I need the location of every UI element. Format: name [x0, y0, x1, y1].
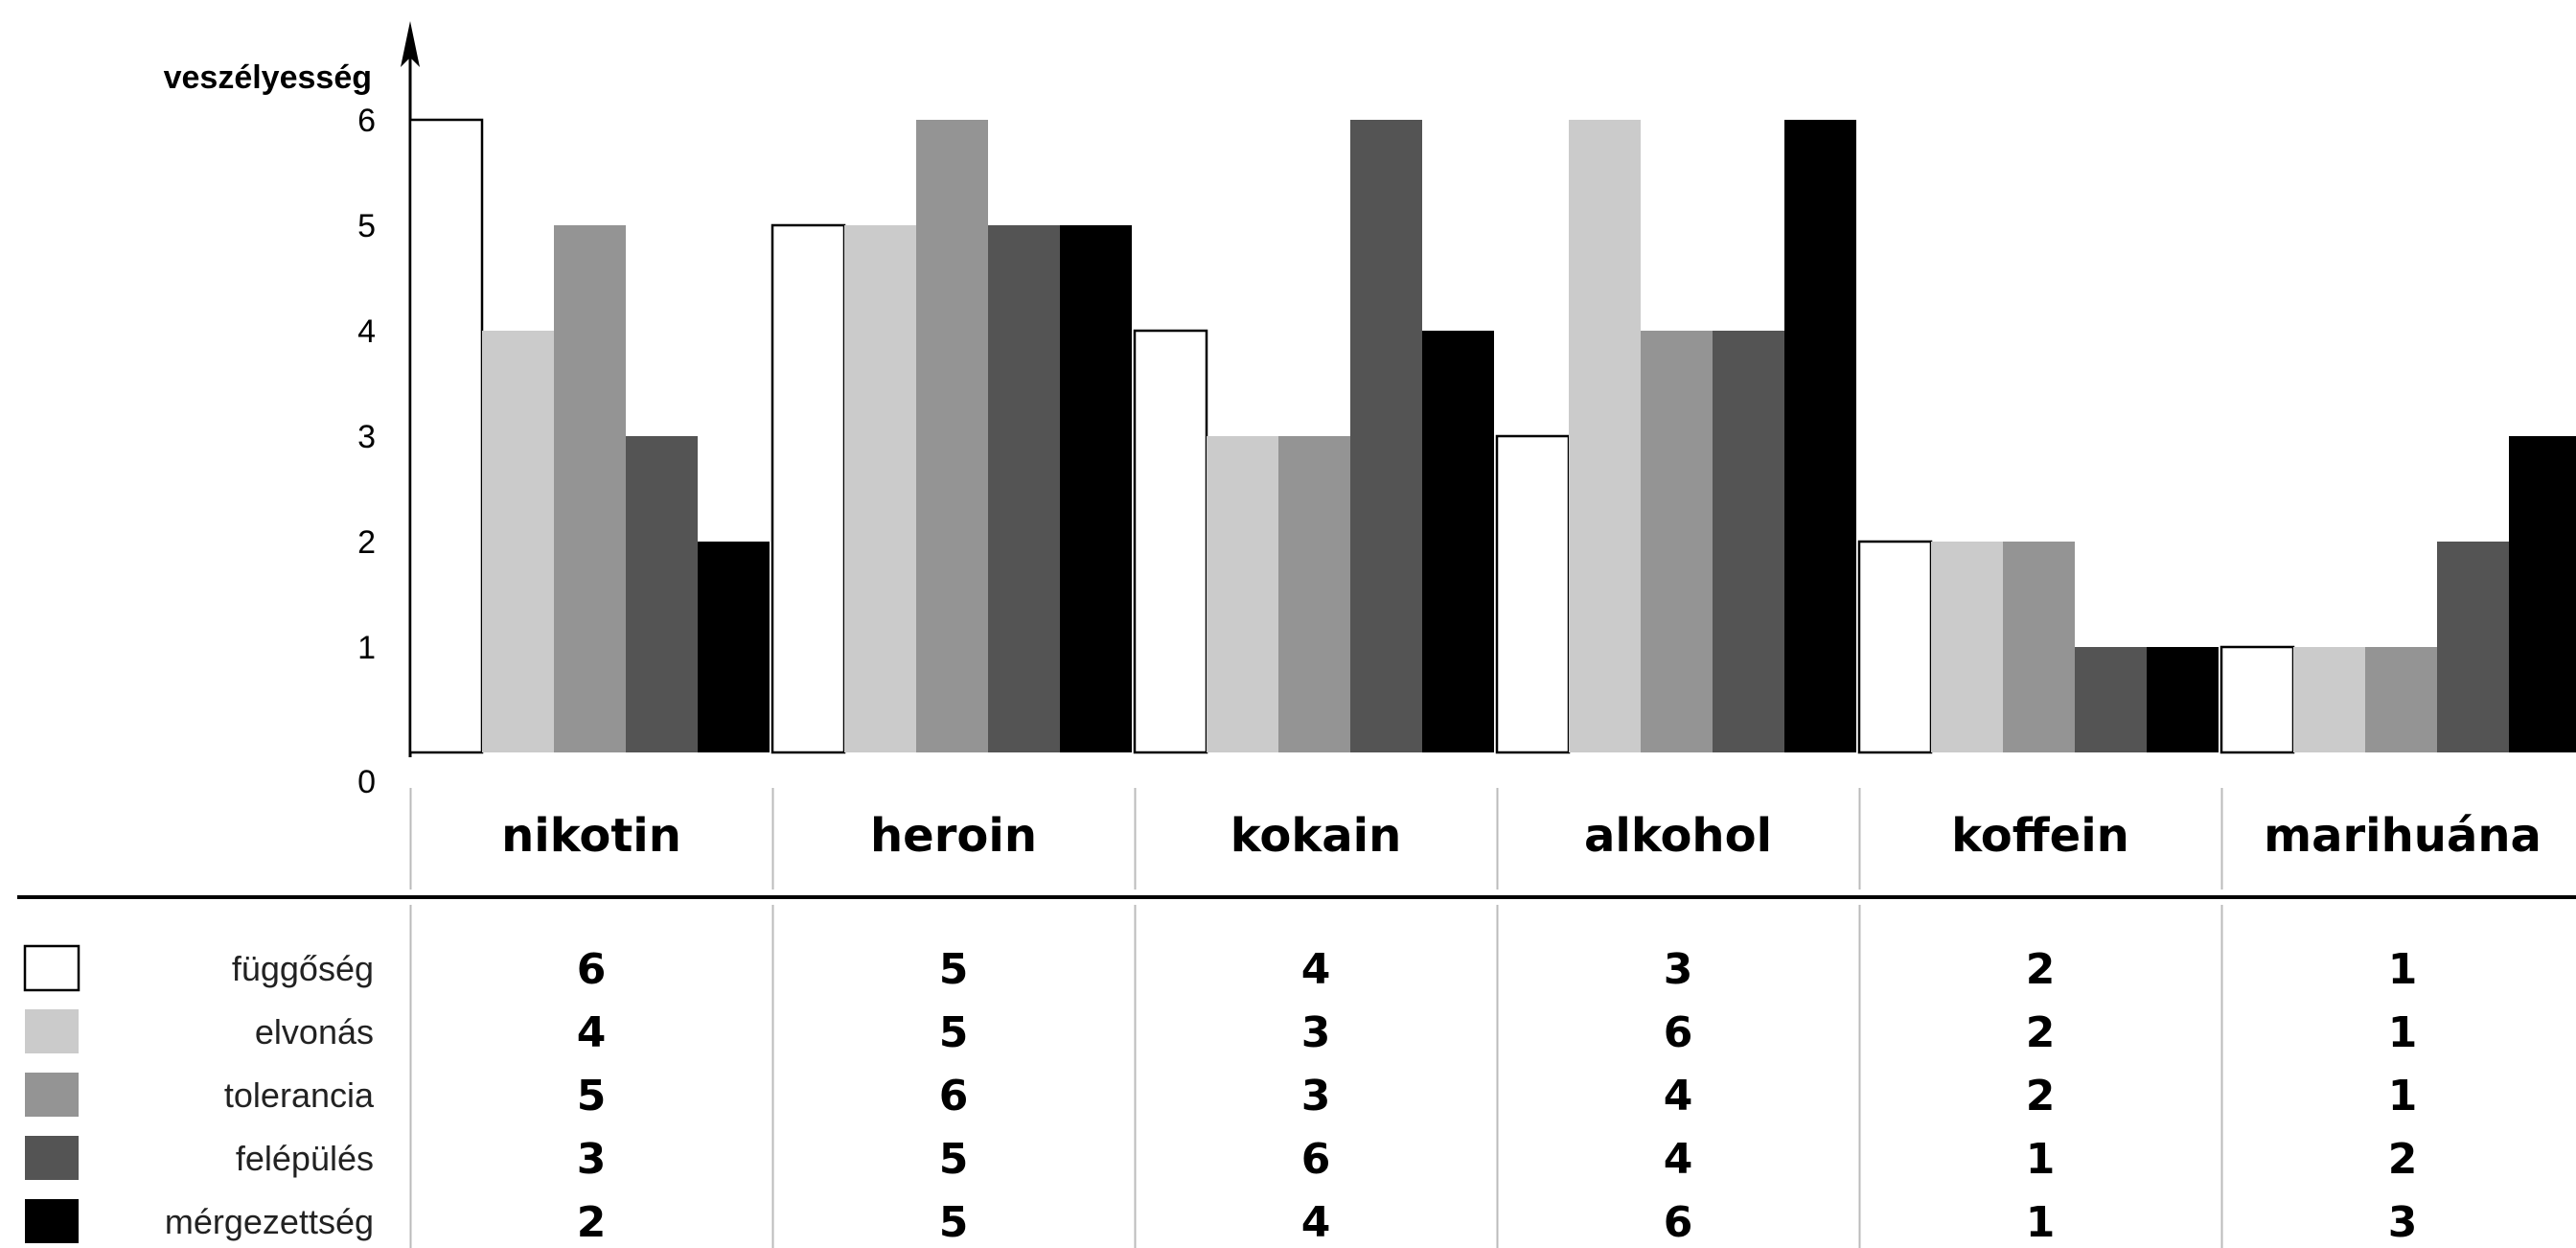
value-cell: 3 [1301, 1008, 1331, 1057]
y-tick-label: 3 [357, 419, 376, 455]
bar-nikotin-tolerancia [554, 225, 626, 752]
legend-label: felépülés [236, 1139, 374, 1178]
bar-marihuána-elvonás [2293, 647, 2365, 752]
value-cell: 5 [577, 1072, 607, 1121]
value-cell: 6 [1664, 1198, 1693, 1247]
y-axis-label: veszélyesség [164, 59, 372, 96]
bar-marihuána-függőség [2220, 645, 2295, 754]
value-cell: 3 [1301, 1072, 1331, 1121]
legend-swatch [25, 1009, 79, 1053]
value-cell: 2 [2026, 1008, 2056, 1057]
bar-koffein-elvonás [1931, 542, 2003, 752]
y-tick-label: 1 [357, 630, 376, 666]
value-cell: 2 [2026, 945, 2056, 994]
bar-alkohol-mérgezettség [1784, 120, 1856, 752]
legend-label: elvonás [255, 1012, 374, 1052]
value-cell: 4 [1301, 945, 1331, 994]
bar-alkohol-függőség [1495, 434, 1571, 754]
bar-alkohol-felépülés [1713, 331, 1784, 752]
value-cell: 2 [2388, 1135, 2418, 1184]
y-tick-label: 2 [357, 524, 376, 561]
value-cell: 6 [939, 1072, 969, 1121]
value-cell: 4 [1664, 1135, 1693, 1184]
category-label: koffein [1951, 809, 2129, 863]
category-label: kokain [1230, 809, 1402, 863]
bar-nikotin-mérgezettség [698, 542, 770, 752]
bar-kokain-tolerancia [1278, 436, 1350, 752]
value-cell: 2 [577, 1198, 607, 1247]
bar-koffein-mérgezettség [2147, 647, 2219, 752]
legend-swatch [25, 1136, 79, 1180]
bar-nikotin-elvonás [482, 331, 554, 752]
value-cell: 1 [2026, 1198, 2056, 1247]
legend-label: függőség [232, 949, 374, 988]
value-cell: 5 [939, 945, 969, 994]
bar-heroin-elvonás [844, 225, 916, 752]
y-ticks: 0 1 2 3 4 5 6 [357, 103, 376, 800]
category-labels: nikotin heroin kokain alkohol koffein marihuá… [501, 809, 2542, 863]
legend-swatch [25, 1199, 79, 1243]
y-tick-label: 6 [357, 103, 376, 139]
legend-label: mérgezettség [165, 1202, 374, 1241]
legend: függőség elvonás tolerancia felépülés mérgez… [23, 944, 375, 1243]
value-cell: 4 [1301, 1198, 1331, 1247]
bar-heroin-felépülés [988, 225, 1060, 752]
bar-kokain-függőség [1133, 329, 1208, 754]
value-cell: 4 [577, 1008, 607, 1057]
bar-heroin-függőség [770, 223, 846, 754]
y-tick-label: 4 [357, 313, 376, 350]
value-cell: 4 [1664, 1072, 1693, 1121]
value-cell: 5 [939, 1198, 969, 1247]
bar-marihuána-tolerancia [2365, 647, 2437, 752]
value-cell: 3 [1664, 945, 1693, 994]
axes: veszélyesség [164, 21, 420, 757]
y-tick-label: 5 [357, 208, 376, 244]
legend-swatch [25, 1073, 79, 1117]
category-label: marihuána [2264, 809, 2542, 863]
bar-kokain-mérgezettség [1422, 331, 1494, 752]
bar-alkohol-tolerancia [1641, 331, 1713, 752]
value-cell: 6 [577, 945, 607, 994]
bar-koffein-felépülés [2075, 647, 2147, 752]
bar-nikotin-felépülés [626, 436, 698, 752]
value-cell: 6 [1664, 1008, 1693, 1057]
bar-marihuána-felépülés [2437, 542, 2509, 752]
category-label: heroin [870, 809, 1037, 863]
value-cell: 1 [2388, 945, 2418, 994]
legend-label: tolerancia [224, 1075, 375, 1115]
value-cell: 1 [2026, 1135, 2056, 1184]
value-cell: 2 [2026, 1072, 2056, 1121]
bar-koffein-függőség [1857, 540, 1933, 754]
bars [408, 118, 2576, 754]
value-cell: 6 [1301, 1135, 1331, 1184]
category-label: alkohol [1584, 809, 1772, 863]
value-cell: 5 [939, 1008, 969, 1057]
bar-heroin-tolerancia [916, 120, 988, 752]
bar-kokain-elvonás [1207, 436, 1278, 752]
y-tick-label: 0 [357, 764, 376, 800]
y-axis-arrow-icon [401, 21, 420, 67]
bar-nikotin-függőség [408, 118, 484, 754]
value-cell: 1 [2388, 1008, 2418, 1057]
value-cell: 5 [939, 1135, 969, 1184]
bar-alkohol-elvonás [1569, 120, 1641, 752]
column-separators [409, 788, 2223, 1248]
bar-heroin-mérgezettség [1060, 225, 1132, 752]
legend-swatch [23, 944, 80, 992]
bar-kokain-felépülés [1350, 120, 1422, 752]
category-label: nikotin [501, 809, 681, 863]
value-cell: 1 [2388, 1072, 2418, 1121]
bar-marihuána-mérgezettség [2509, 436, 2576, 752]
value-cell: 3 [2388, 1198, 2418, 1247]
value-table: 6 5 4 3 2 1 4 5 3 6 2 1 5 6 3 4 2 1 3 5 6 4 1 2 2 5 4 6 1 3 [577, 945, 2418, 1247]
bar-koffein-tolerancia [2003, 542, 2075, 752]
value-cell: 3 [577, 1135, 607, 1184]
